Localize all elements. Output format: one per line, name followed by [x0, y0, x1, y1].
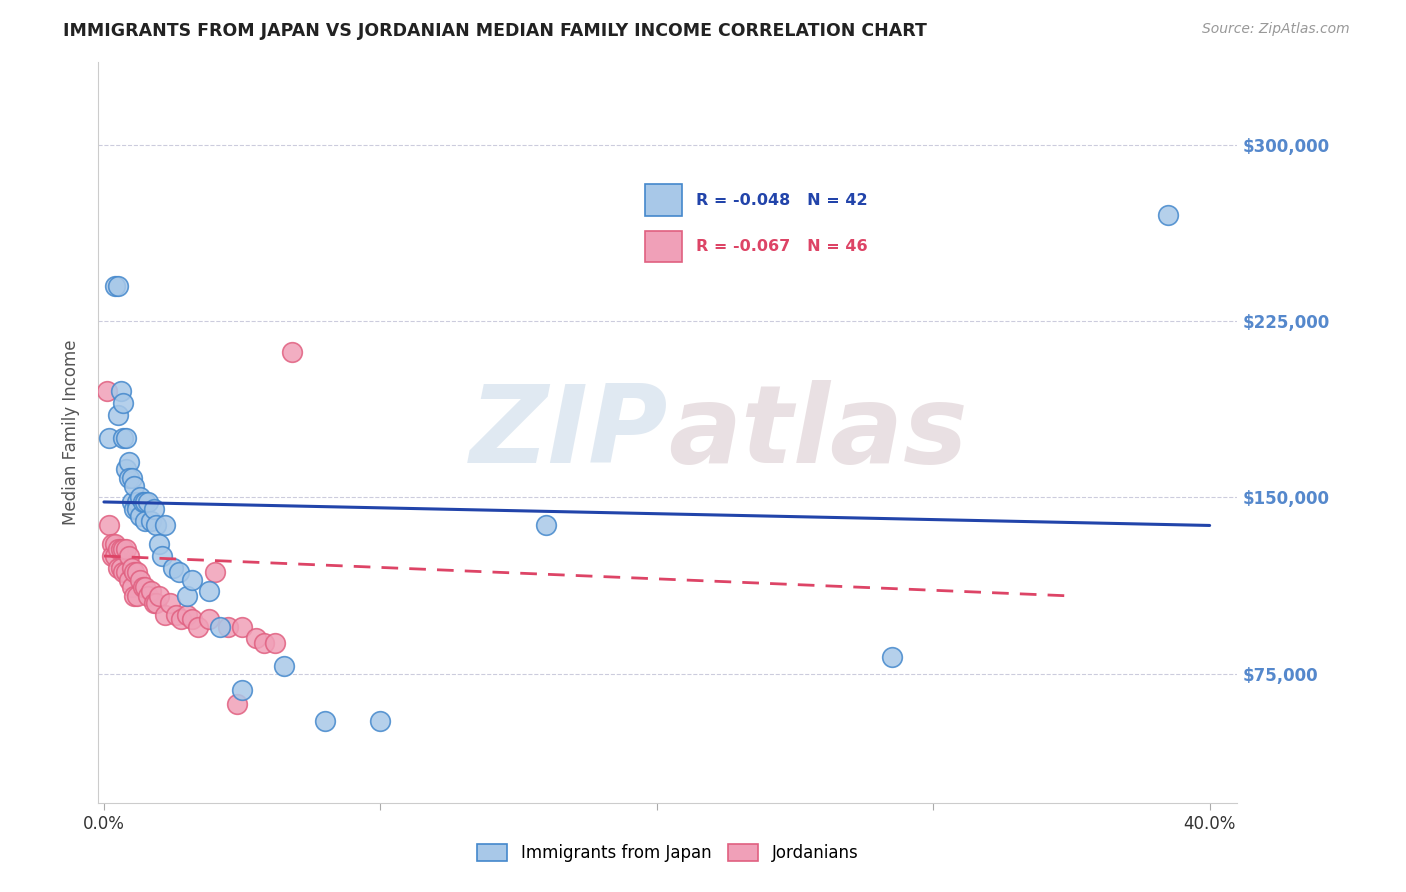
Point — [370, 714, 392, 728]
Point — [127, 566, 149, 580]
Point — [96, 384, 118, 399]
Point — [136, 495, 159, 509]
Point — [264, 636, 287, 650]
Point — [134, 580, 156, 594]
Point — [98, 518, 121, 533]
Point — [127, 502, 149, 516]
Point — [115, 541, 138, 556]
Text: atlas: atlas — [668, 380, 967, 485]
Point — [187, 619, 209, 633]
Point — [101, 537, 124, 551]
Point — [880, 650, 903, 665]
Point — [225, 697, 247, 711]
Point — [121, 561, 143, 575]
Point — [112, 432, 135, 446]
Point — [217, 619, 239, 633]
Point — [181, 612, 204, 626]
Point — [231, 683, 253, 698]
Point — [128, 509, 150, 524]
Point — [209, 619, 232, 633]
Point — [198, 584, 221, 599]
Point — [107, 278, 129, 293]
Point — [534, 518, 557, 533]
Point — [107, 561, 129, 575]
Point — [121, 495, 143, 509]
Point — [104, 278, 127, 293]
Point — [253, 636, 276, 650]
Point — [107, 408, 129, 422]
Text: Source: ZipAtlas.com: Source: ZipAtlas.com — [1202, 22, 1350, 37]
Point — [128, 490, 150, 504]
Point — [112, 396, 135, 410]
Point — [150, 549, 173, 563]
Point — [148, 589, 170, 603]
Point — [204, 566, 226, 580]
Point — [153, 607, 176, 622]
Point — [101, 549, 124, 563]
Point — [121, 471, 143, 485]
Point — [176, 589, 198, 603]
Point — [162, 561, 184, 575]
Point — [153, 518, 176, 533]
Point — [142, 596, 165, 610]
Point — [167, 566, 190, 580]
Bar — [645, 230, 682, 262]
Y-axis label: Median Family Income: Median Family Income — [62, 340, 80, 525]
Point — [314, 714, 336, 728]
Point — [98, 432, 121, 446]
Point — [110, 384, 132, 399]
Point — [112, 541, 135, 556]
Point — [124, 478, 146, 492]
Legend: Immigrants from Japan, Jordanians: Immigrants from Japan, Jordanians — [471, 837, 865, 869]
Point — [170, 612, 193, 626]
Point — [128, 573, 150, 587]
Point — [231, 619, 253, 633]
Point — [198, 612, 221, 626]
Point — [1157, 208, 1180, 222]
Text: R = -0.048   N = 42: R = -0.048 N = 42 — [696, 193, 868, 208]
Point — [273, 659, 295, 673]
Point — [176, 607, 198, 622]
Point — [165, 607, 187, 622]
Point — [115, 566, 138, 580]
Point — [131, 580, 153, 594]
Point — [281, 344, 304, 359]
Point — [112, 566, 135, 580]
Point — [245, 632, 267, 646]
Point — [118, 471, 141, 485]
Point — [104, 537, 127, 551]
Point — [142, 502, 165, 516]
Point — [118, 573, 141, 587]
Point — [110, 541, 132, 556]
Point — [115, 432, 138, 446]
Point — [124, 502, 146, 516]
Text: R = -0.067   N = 46: R = -0.067 N = 46 — [696, 239, 868, 254]
Point — [121, 580, 143, 594]
Bar — [645, 185, 682, 216]
Text: ZIP: ZIP — [470, 380, 668, 485]
Text: IMMIGRANTS FROM JAPAN VS JORDANIAN MEDIAN FAMILY INCOME CORRELATION CHART: IMMIGRANTS FROM JAPAN VS JORDANIAN MEDIA… — [63, 22, 927, 40]
Point — [127, 589, 149, 603]
Point — [148, 537, 170, 551]
Point — [134, 495, 156, 509]
Point — [131, 495, 153, 509]
Point — [107, 541, 129, 556]
Point — [115, 462, 138, 476]
Point — [124, 589, 146, 603]
Point — [118, 455, 141, 469]
Point — [139, 514, 162, 528]
Point — [139, 584, 162, 599]
Point — [134, 514, 156, 528]
Point — [118, 549, 141, 563]
Point — [104, 549, 127, 563]
Point — [145, 596, 167, 610]
Point — [110, 561, 132, 575]
Point — [159, 596, 181, 610]
Point — [127, 495, 149, 509]
Point — [145, 518, 167, 533]
Point — [181, 573, 204, 587]
Point — [124, 566, 146, 580]
Point — [136, 589, 159, 603]
